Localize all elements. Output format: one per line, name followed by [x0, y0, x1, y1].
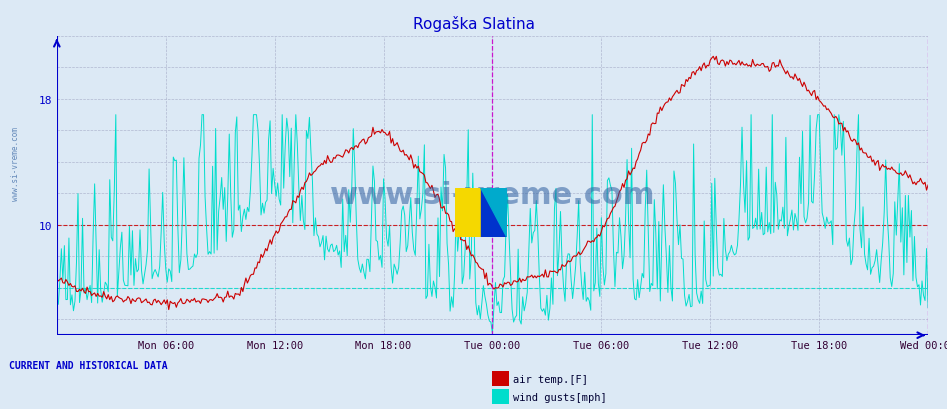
- Text: Rogaška Slatina: Rogaška Slatina: [413, 16, 534, 32]
- Bar: [492, 371, 509, 387]
- Text: CURRENT AND HISTORICAL DATA: CURRENT AND HISTORICAL DATA: [9, 360, 169, 370]
- Text: wind gusts[mph]: wind gusts[mph]: [513, 392, 607, 402]
- Polygon shape: [481, 188, 507, 237]
- Text: www.si-vreme.com: www.si-vreme.com: [330, 181, 655, 209]
- Text: www.si-vreme.com: www.si-vreme.com: [11, 127, 21, 200]
- Bar: [455, 188, 481, 237]
- Bar: [481, 188, 507, 237]
- Text: air temp.[F]: air temp.[F]: [513, 375, 588, 384]
